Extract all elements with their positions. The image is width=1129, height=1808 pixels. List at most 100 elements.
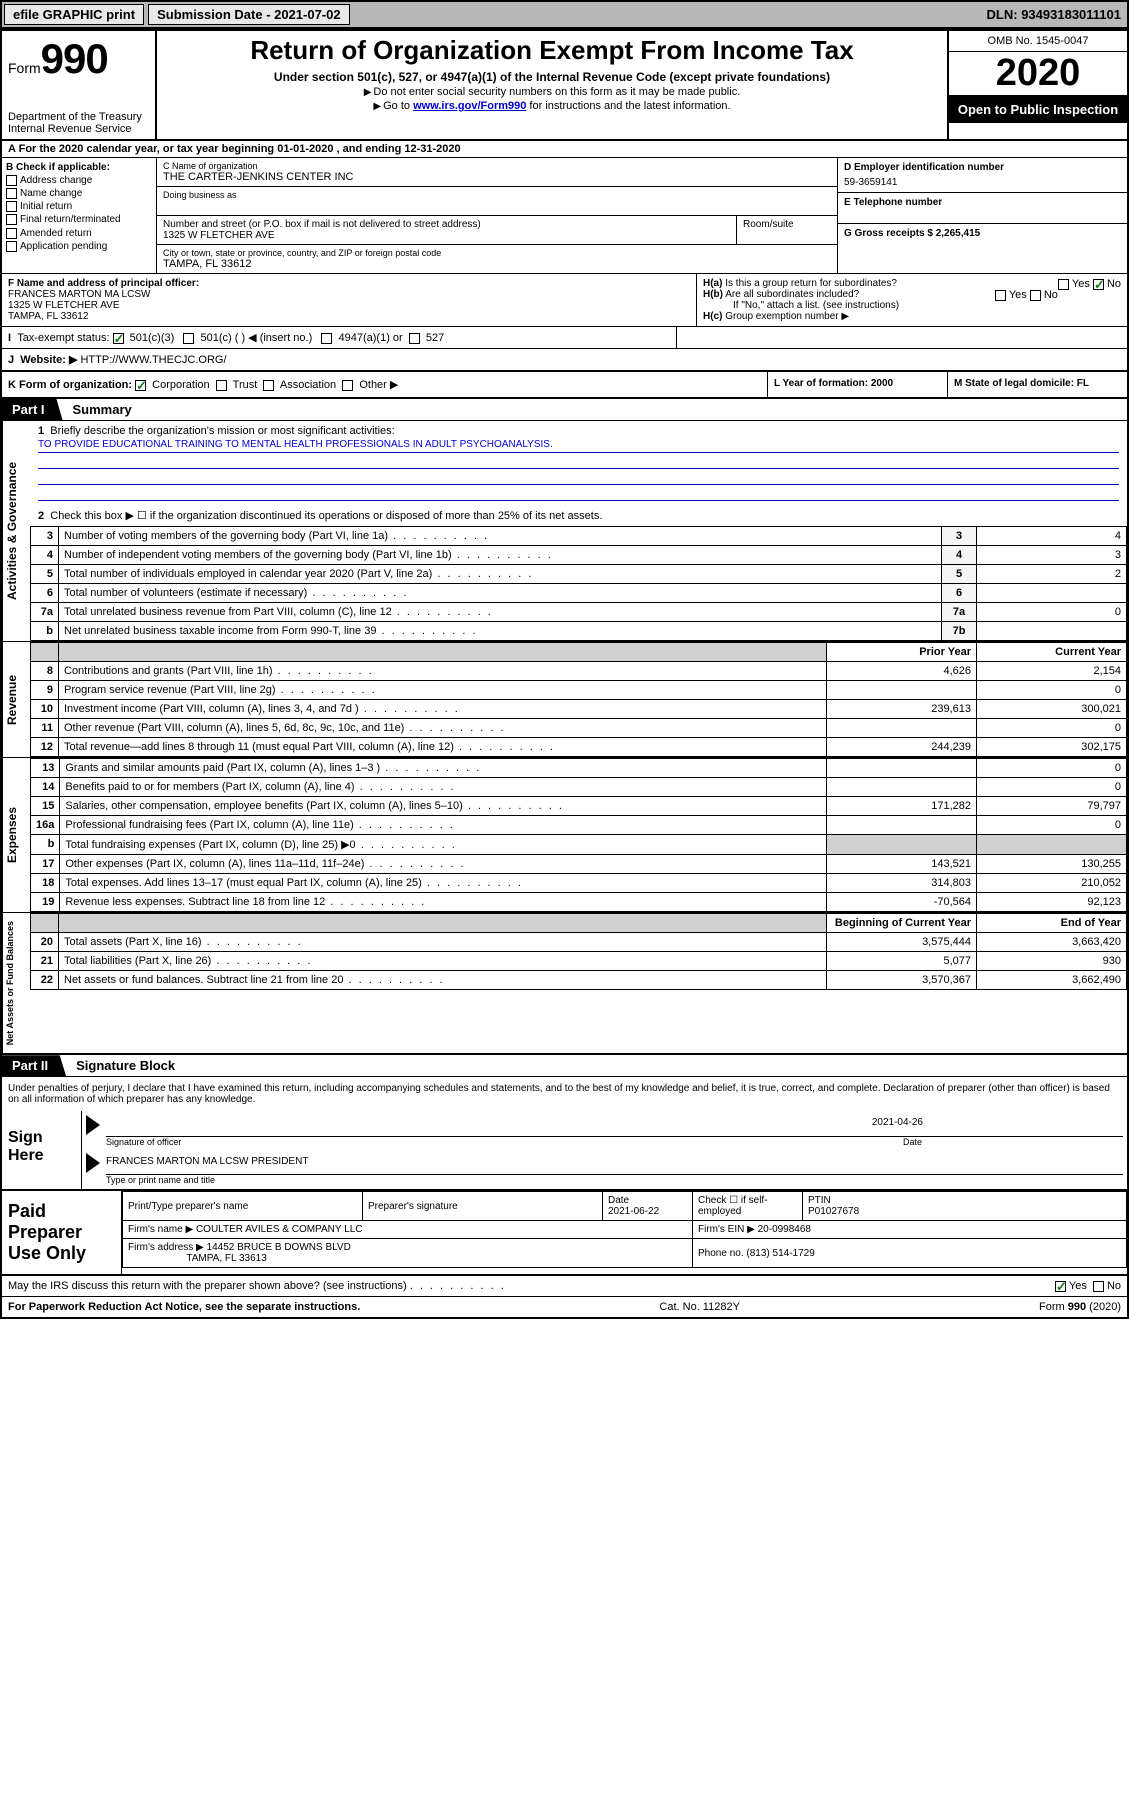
hc-label: Group exemption number ▶ (725, 311, 849, 322)
submission-date-button[interactable]: Submission Date - 2021-07-02 (148, 4, 350, 25)
ha-yes-checkbox[interactable] (1058, 279, 1069, 290)
firm-addr-label: Firm's address ▶ (128, 1242, 204, 1253)
i-4947-checkbox[interactable] (321, 333, 332, 344)
expenses-section: Expenses 13Grants and similar amounts pa… (2, 758, 1127, 913)
revenue-section: Revenue Prior YearCurrent Year8Contribut… (2, 642, 1127, 758)
part1-title: Summary (63, 402, 132, 417)
top-bar: efile GRAPHIC print Submission Date - 20… (0, 0, 1129, 29)
d-ein-label: D Employer identification number (844, 162, 1121, 173)
c-name-label: C Name of organization (163, 161, 831, 171)
part1-badge: Part I (2, 399, 63, 420)
c-addr: 1325 W FLETCHER AVE (163, 230, 730, 241)
m-state: M State of legal domicile: FL (947, 372, 1127, 397)
firm-ein-label: Firm's EIN ▶ (698, 1224, 755, 1235)
form-prefix: Form (8, 60, 41, 76)
ptin-label: PTIN (808, 1195, 831, 1206)
governance-section: Activities & Governance 1 Briefly descri… (2, 421, 1127, 642)
phone-label: Phone no. (698, 1248, 744, 1259)
i-501c-checkbox[interactable] (183, 333, 194, 344)
f-label: F Name and address of principal officer: (8, 278, 690, 289)
efile-button[interactable]: efile GRAPHIC print (4, 4, 144, 25)
irs-link[interactable]: www.irs.gov/Form990 (413, 100, 526, 112)
d-ein: 59-3659141 (844, 177, 1121, 188)
footer-left: For Paperwork Reduction Act Notice, see … (8, 1301, 360, 1313)
l-year: L Year of formation: 2000 (767, 372, 947, 397)
part2-badge: Part II (2, 1055, 66, 1076)
section-c: C Name of organization THE CARTER-JENKIN… (157, 158, 837, 273)
i-opt2: 501(c) ( ) ◀ (insert no.) (201, 332, 313, 344)
tax-year: 2020 (949, 52, 1127, 96)
j-label: Website: ▶ (20, 354, 77, 366)
k-label: K Form of organization: (8, 379, 132, 391)
b-label: B Check if applicable: (6, 162, 152, 173)
hb-yes-checkbox[interactable] (995, 290, 1006, 301)
vtab-revenue: Revenue (2, 642, 30, 757)
revenue-table: Prior YearCurrent Year8Contributions and… (30, 642, 1127, 757)
f-officer-addr: 1325 W FLETCHER AVE (8, 300, 690, 311)
prep-name-label: Print/Type preparer's name (123, 1192, 363, 1221)
firm-addr1: 14452 BRUCE B DOWNS BLVD (207, 1242, 351, 1253)
paid-preparer-label: Paid Preparer Use Only (2, 1191, 122, 1274)
footer-right: Form 990 (2020) (1039, 1301, 1121, 1313)
omb-number: OMB No. 1545-0047 (949, 31, 1127, 52)
b-checkbox[interactable] (6, 175, 17, 186)
dln-label: DLN: 93493183011101 (983, 7, 1125, 22)
hb-note: If "No," attach a list. (see instruction… (703, 300, 1121, 311)
b-checkbox[interactable] (6, 201, 17, 212)
prep-date-label: Date (608, 1195, 629, 1206)
k-corp-checkbox[interactable] (135, 380, 146, 391)
officer-name: FRANCES MARTON MA LCSW PRESIDENT (106, 1156, 308, 1167)
discuss-yes-checkbox[interactable] (1055, 1281, 1066, 1292)
k-trust: Trust (233, 379, 258, 391)
discuss-row: May the IRS discuss this return with the… (2, 1276, 1127, 1297)
firm-addr2: TAMPA, FL 33613 (186, 1253, 266, 1264)
b-checkbox[interactable] (6, 241, 17, 252)
section-klm: K Form of organization: Corporation Trus… (2, 372, 1127, 399)
ha-no-checkbox[interactable] (1093, 279, 1104, 290)
ssn-note: Do not enter social security numbers on … (165, 86, 939, 98)
footer: For Paperwork Reduction Act Notice, see … (2, 1297, 1127, 1317)
i-527-checkbox[interactable] (409, 333, 420, 344)
g-gross-receipts: G Gross receipts $ 2,265,415 (844, 228, 1121, 239)
i-label: Tax-exempt status: (17, 332, 109, 344)
info-grid-bcd: B Check if applicable: Address changeNam… (2, 158, 1127, 274)
b-checkbox[interactable] (6, 228, 17, 239)
i-501c3-checkbox[interactable] (113, 333, 124, 344)
k-trust-checkbox[interactable] (216, 380, 227, 391)
vtab-governance: Activities & Governance (2, 421, 30, 641)
form-subtitle: Under section 501(c), 527, or 4947(a)(1)… (165, 70, 939, 84)
part1-header: Part I Summary (2, 399, 1127, 421)
discuss-no-checkbox[interactable] (1093, 1281, 1104, 1292)
preparer-table: Print/Type preparer's name Preparer's si… (122, 1191, 1127, 1268)
section-f: F Name and address of principal officer:… (2, 274, 697, 326)
prep-sig-label: Preparer's signature (363, 1192, 603, 1221)
sig-arrow-icon (86, 1115, 100, 1135)
firm-name: COULTER AVILES & COMPANY LLC (196, 1224, 363, 1235)
i-opt3: 4947(a)(1) or (339, 332, 403, 344)
section-i-row: I Tax-exempt status: 501(c)(3) 501(c) ( … (2, 327, 1127, 349)
firm-ein: 20-0998468 (758, 1224, 811, 1235)
hb-no-checkbox[interactable] (1030, 290, 1041, 301)
netassets-table: Beginning of Current YearEnd of Year20To… (30, 913, 1127, 990)
form-990-big: 990 (41, 35, 108, 82)
sig-arrow-icon-2 (86, 1153, 100, 1173)
b-check-item: Application pending (6, 241, 152, 252)
governance-table: 3Number of voting members of the governi… (30, 526, 1127, 641)
ptin: P01027678 (808, 1206, 859, 1217)
type-label: Type or print name and title (106, 1175, 1123, 1185)
q2-label: Check this box ▶ ☐ if the organization d… (50, 510, 602, 522)
goto-note: Go to www.irs.gov/Form990 for instructio… (165, 100, 939, 112)
footer-mid: Cat. No. 11282Y (659, 1301, 740, 1313)
firm-name-label: Firm's name ▶ (128, 1224, 193, 1235)
sig-date: 2021-04-26 (872, 1117, 923, 1128)
c-city-label: City or town, state or province, country… (163, 248, 831, 258)
k-assoc-checkbox[interactable] (263, 380, 274, 391)
e-phone-label: E Telephone number (844, 197, 1121, 208)
i-opt1: 501(c)(3) (130, 332, 175, 344)
k-other: Other ▶ (359, 379, 398, 391)
k-other-checkbox[interactable] (342, 380, 353, 391)
b-checkbox[interactable] (6, 188, 17, 199)
b-checkbox[interactable] (6, 214, 17, 225)
b-check-item: Name change (6, 188, 152, 199)
prep-selfemp: Check ☐ if self-employed (693, 1192, 803, 1221)
